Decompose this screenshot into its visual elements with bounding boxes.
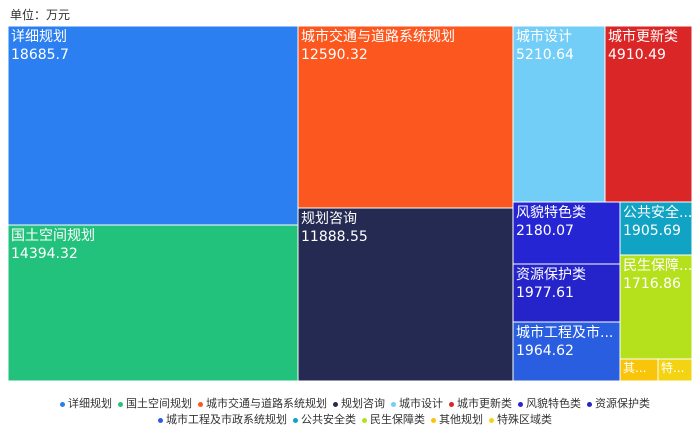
tile-6-value-label: 4910.49 [608,47,666,63]
tile-9-value-label: 1964.62 [516,343,574,359]
treemap-tile-6[interactable]: 城市更新类 4910.49 [604,25,693,203]
legend-label: 规划咨询 [341,397,385,410]
treemap-tile-12[interactable]: 其... [619,358,659,382]
treemap-tile-3[interactable]: 城市交通与道路系统规划 12590.32 [297,25,514,209]
tile-11-name-label: 民生保障... [623,258,692,274]
tile-9-rect[interactable] [512,321,621,382]
legend-label: 城市设计 [399,397,443,410]
legend-item-11[interactable]: 民生保障类 [362,413,425,427]
legend-marker [431,417,436,423]
legend-item-10[interactable]: 公共安全类 [293,413,356,427]
tile-7-value-label: 2180.07 [516,223,574,239]
legend-marker [518,401,523,407]
tile-2-rect[interactable] [7,224,299,382]
legend-item-1[interactable]: 详细规划 [60,397,112,411]
tile-8-rect[interactable] [512,263,621,323]
legend-marker [587,401,592,407]
legend-label: 城市工程及市政系统规划 [166,413,287,426]
legend-item-2[interactable]: 国土空间规划 [118,397,192,411]
tile-8-name-label: 资源保护类 [516,267,586,283]
tile-4-value-label: 11888.55 [301,229,368,245]
chart-legend: 详细规划 国土空间规划 城市交通与道路系统规划 规划咨询 城市设计 城市更新类 风貌特色类 资… [40,397,670,427]
tile-7-name-label: 风貌特色类 [516,204,586,221]
treemap-tile-10[interactable]: 公共安全... 1905.69 [619,201,693,256]
tile-5-name-label: 城市设计 [516,28,572,45]
legend-label: 公共安全类 [301,413,356,426]
tile-13-rect[interactable] [657,358,693,382]
legend-item-4[interactable]: 规划咨询 [333,397,385,411]
legend-marker [60,401,65,407]
tile-5-value-label: 5210.64 [516,47,574,63]
treemap-tile-7[interactable]: 风貌特色类 2180.07 [512,201,621,265]
legend-label: 城市更新类 [457,397,512,410]
treemap-tile-2[interactable]: 国土空间规划 14394.32 [7,224,299,382]
treemap-tile-11[interactable]: 民生保障... 1716.86 [619,254,693,360]
legend-item-5[interactable]: 城市设计 [391,397,443,411]
legend-marker [198,401,203,407]
legend-marker [362,417,367,423]
treemap-tile-4[interactable]: 规划咨询 11888.55 [297,207,514,382]
tile-12-name-label: 其... [623,361,646,375]
tile-6-name-label: 城市更新类 [608,28,678,45]
treemap-tile-5[interactable]: 城市设计 5210.64 [512,25,606,203]
tile-9-name-label: 城市工程及市... [516,324,613,341]
tile-1-value-label: 18685.7 [11,47,69,63]
legend-marker [489,417,494,423]
tile-13-name-label: 特... [661,360,684,375]
tile-8-value-label: 1977.61 [516,285,574,301]
treemap-tile-9[interactable]: 城市工程及市... 1964.62 [512,321,621,382]
tile-11-rect[interactable] [619,254,693,360]
tile-10-value-label: 1905.69 [623,223,681,239]
legend-marker [333,401,338,407]
legend-item-12[interactable]: 其他规划 [431,413,483,427]
legend-label: 风貌特色类 [526,397,581,410]
tile-5-rect[interactable] [512,25,606,203]
legend-label: 特殊区域类 [497,413,552,426]
treemap-tile-1[interactable]: 详细规划 18685.7 [7,25,299,226]
tile-4-name-label: 规划咨询 [301,211,357,227]
tile-3-name-label: 城市交通与道路系统规划 [301,28,455,45]
legend-label: 城市交通与道路系统规划 [206,397,327,410]
legend-label: 其他规划 [439,413,483,426]
tile-4-rect[interactable] [297,207,514,382]
legend-item-3[interactable]: 城市交通与道路系统规划 [198,397,327,411]
legend-item-13[interactable]: 特殊区域类 [489,413,552,427]
legend-label: 资源保护类 [595,397,650,410]
legend-marker [293,417,298,423]
legend-label: 国土空间规划 [126,397,192,410]
tile-6-rect[interactable] [604,25,693,203]
legend-item-8[interactable]: 资源保护类 [587,397,650,411]
legend-marker [118,401,123,407]
legend-item-9[interactable]: 城市工程及市政系统规划 [158,413,287,427]
legend-label: 民生保障类 [370,413,425,426]
legend-item-6[interactable]: 城市更新类 [449,397,512,411]
treemap-tile-8[interactable]: 资源保护类 1977.61 [512,263,621,323]
legend-marker [391,401,396,407]
tile-3-value-label: 12590.32 [301,47,368,63]
legend-item-7[interactable]: 风貌特色类 [518,397,581,411]
tile-2-name-label: 国土空间规划 [11,228,95,244]
treemap-tile-13[interactable]: 特... [657,358,693,382]
legend-marker [449,401,454,407]
tile-1-name-label: 详细规划 [11,29,67,45]
unit-label: 单位：万元 [10,8,71,22]
treemap-chart: 详细规划 18685.7 国土空间规划 14394.32 城市交通与道路系统规划 1259… [7,25,693,382]
tile-7-rect[interactable] [512,201,621,265]
tile-10-name-label: 公共安全... [623,204,692,221]
tile-2-value-label: 14394.32 [11,246,78,262]
legend-marker [158,417,163,423]
legend-label: 详细规划 [68,397,112,410]
tile-11-value-label: 1716.86 [623,276,681,292]
